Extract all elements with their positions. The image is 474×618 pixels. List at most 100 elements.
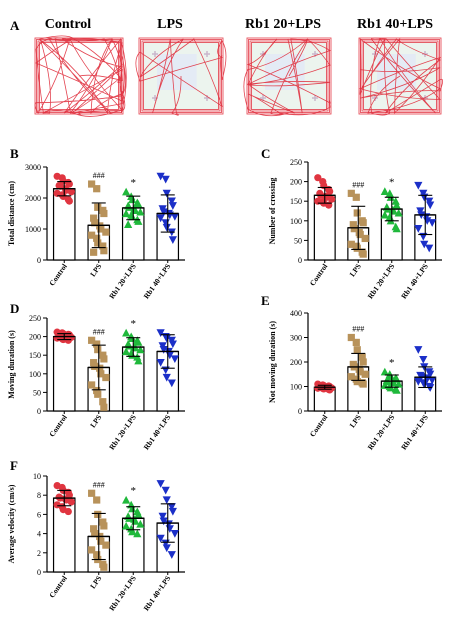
y-axis-label: Moving duration (s) (7, 330, 16, 399)
data-point (391, 197, 400, 205)
data-point (122, 187, 131, 196)
y-tick-label: 250 (29, 314, 41, 323)
x-tick-label: LPS (88, 262, 103, 278)
track-path (358, 37, 444, 116)
data-point (102, 228, 110, 236)
data-point (93, 185, 101, 193)
data-point (100, 355, 108, 363)
x-tick-label: Control (47, 574, 69, 600)
y-tick-label: 1000 (25, 225, 41, 234)
x-tick-label: LPS (88, 574, 103, 590)
data-point (349, 221, 357, 229)
data-point (128, 351, 137, 359)
significance-marker: * (131, 485, 137, 497)
data-point (93, 551, 101, 559)
panel-f: F 0 2 4 6 8 10 Average velocity (cm/s) Control ##… (7, 458, 185, 613)
y-tick-label: 50 (294, 236, 302, 245)
y-tick-label: 150 (290, 197, 302, 206)
data-point (392, 224, 401, 233)
y-tick-label: 50 (33, 388, 41, 397)
arena-marker (312, 95, 318, 101)
data-point (67, 498, 75, 506)
data-point (352, 338, 360, 346)
data-point (326, 386, 334, 394)
data-point (167, 551, 176, 559)
data-point (102, 541, 110, 549)
data-point (94, 203, 102, 211)
data-point (325, 201, 333, 209)
data-point (97, 225, 105, 233)
data-point (361, 370, 369, 378)
data-point (102, 373, 110, 382)
data-point (136, 519, 145, 528)
data-point (128, 527, 137, 536)
data-point (99, 518, 107, 526)
data-point (94, 510, 102, 518)
data-point (90, 359, 98, 367)
panel-b: B 0 1000 2000 3000 Total distance (cm) Control… (7, 146, 185, 301)
data-point (122, 347, 131, 356)
y-tick-label: 250 (290, 158, 302, 167)
y-tick-label: 4 (37, 530, 41, 539)
data-point (414, 346, 423, 354)
data-point (122, 495, 131, 504)
data-point (97, 370, 105, 378)
data-point (425, 244, 434, 253)
data-point (99, 398, 107, 406)
data-point (167, 503, 176, 511)
data-point (90, 248, 98, 256)
y-tick-label: 200 (290, 178, 302, 187)
data-point (93, 340, 101, 348)
data-point (164, 520, 173, 529)
panel-a: A Control LPS Rb1 20+LPS Rb1 40+LPS (10, 17, 444, 117)
x-tick-label: Rb1 40+LPS (142, 574, 173, 613)
data-point (347, 373, 355, 381)
data-point (168, 340, 177, 349)
data-point (94, 390, 102, 398)
significance-marker: ### (352, 325, 364, 334)
panel-d: D 0 50 100 150 200 250 Moving duration (s) Contr… (7, 301, 185, 452)
data-point (350, 225, 358, 233)
group-title-control: Control (45, 17, 92, 32)
track-plot-1 (135, 36, 227, 116)
data-point (158, 512, 167, 521)
y-tick-label: 200 (290, 358, 302, 367)
y-axis-label: Not moving duration (s) (268, 321, 277, 403)
data-point (428, 376, 437, 385)
x-tick-label: Control (308, 262, 330, 288)
x-tick-label: Rb1 20+LPS (366, 262, 397, 301)
data-point (93, 496, 101, 504)
data-point (425, 197, 434, 206)
y-tick-label: 150 (29, 351, 41, 360)
data-point (359, 380, 367, 388)
data-point (122, 328, 131, 337)
data-point (356, 230, 364, 239)
y-tick-label: 0 (298, 407, 302, 416)
group-title-rb1-40-lps: Rb1 40+LPS (357, 17, 433, 32)
x-tick-label: Rb1 20+LPS (107, 574, 138, 613)
data-point (128, 504, 137, 513)
data-point (134, 217, 143, 225)
data-point (100, 209, 108, 218)
y-tick-label: 400 (290, 309, 302, 318)
data-point (168, 202, 177, 210)
data-point (67, 188, 75, 196)
y-tick-label: 2 (37, 549, 41, 558)
data-point (162, 223, 171, 232)
data-point (96, 364, 104, 372)
data-point (161, 175, 170, 184)
data-point (380, 367, 389, 376)
data-point (358, 353, 366, 361)
y-axis-label: Total distance (cm) (7, 181, 16, 246)
x-tick-label: Rb1 40+LPS (399, 262, 430, 301)
significance-marker: ### (93, 327, 105, 336)
y-tick-label: 0 (298, 256, 302, 265)
data-point (90, 214, 98, 222)
data-point (91, 530, 99, 538)
panel-label: C (261, 146, 270, 161)
data-point (88, 381, 96, 389)
y-axis-label: Number of crossing (268, 178, 277, 245)
data-point (162, 189, 171, 198)
data-point (162, 373, 171, 382)
